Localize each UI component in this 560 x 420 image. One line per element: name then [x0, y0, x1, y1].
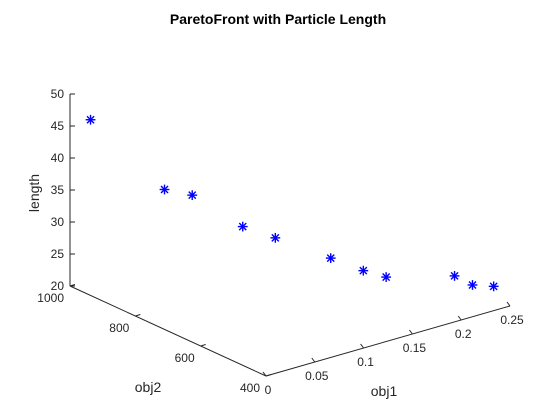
y-tick-label: 1000: [37, 291, 64, 305]
data-point: [237, 221, 248, 232]
x-tick-mark: [360, 343, 365, 349]
data-point: [449, 271, 460, 281]
axes: [69, 94, 511, 377]
x-tick-label: 0: [265, 383, 272, 397]
data-point: [270, 232, 281, 243]
x-tick-mark: [457, 315, 462, 321]
y-axis-label: obj2: [135, 379, 162, 395]
z-ticks: 20 25 30 35 40 45 50: [51, 87, 75, 293]
y-axis-line: [69, 285, 267, 377]
x-tick-mark: [408, 329, 413, 335]
y-tick-mark: [69, 284, 76, 287]
x-tick-label: 0.1: [357, 355, 374, 369]
x-tick-mark: [262, 371, 267, 377]
x-tick-mark: [506, 301, 511, 307]
x-axis-label: obj1: [371, 383, 398, 399]
y-tick-mark: [265, 374, 272, 377]
data-point: [159, 184, 170, 195]
chart-title: ParetoFront with Particle Length: [170, 11, 386, 27]
z-tick-label: 25: [51, 247, 65, 261]
y-tick-mark: [135, 314, 141, 317]
y-tick-mark: [200, 344, 206, 347]
x-tick-mark: [311, 357, 316, 363]
z-tick-label: 35: [51, 183, 65, 197]
x-tick-label: 0.2: [455, 327, 472, 341]
y-tick-label: 600: [175, 351, 195, 365]
y-ticks: 400 600 800 1000: [37, 284, 272, 395]
x-tick-label: 0.25: [500, 313, 524, 327]
data-point: [488, 281, 499, 292]
x-axis-line: [265, 305, 511, 377]
data-point: [85, 114, 96, 125]
x-tick-label: 0.15: [403, 341, 427, 355]
x-ticks: 0 0.05 0.1 0.15 0.2 0.25: [262, 301, 524, 397]
z-axis-label: length: [26, 174, 42, 212]
data-points: [85, 114, 499, 292]
z-tick-label: 30: [51, 215, 65, 229]
data-point: [325, 253, 336, 263]
z-tick-label: 50: [51, 87, 65, 101]
data-point: [381, 272, 392, 282]
z-tick-label: 40: [51, 151, 65, 165]
x-tick-label: 0.05: [305, 369, 329, 383]
data-point: [358, 265, 369, 276]
y-tick-label: 800: [109, 321, 129, 335]
z-tick-label: 45: [51, 119, 65, 133]
z-tick-label: 20: [51, 279, 65, 293]
y-tick-label: 400: [240, 381, 260, 395]
data-point: [187, 190, 198, 201]
data-point: [467, 280, 478, 290]
